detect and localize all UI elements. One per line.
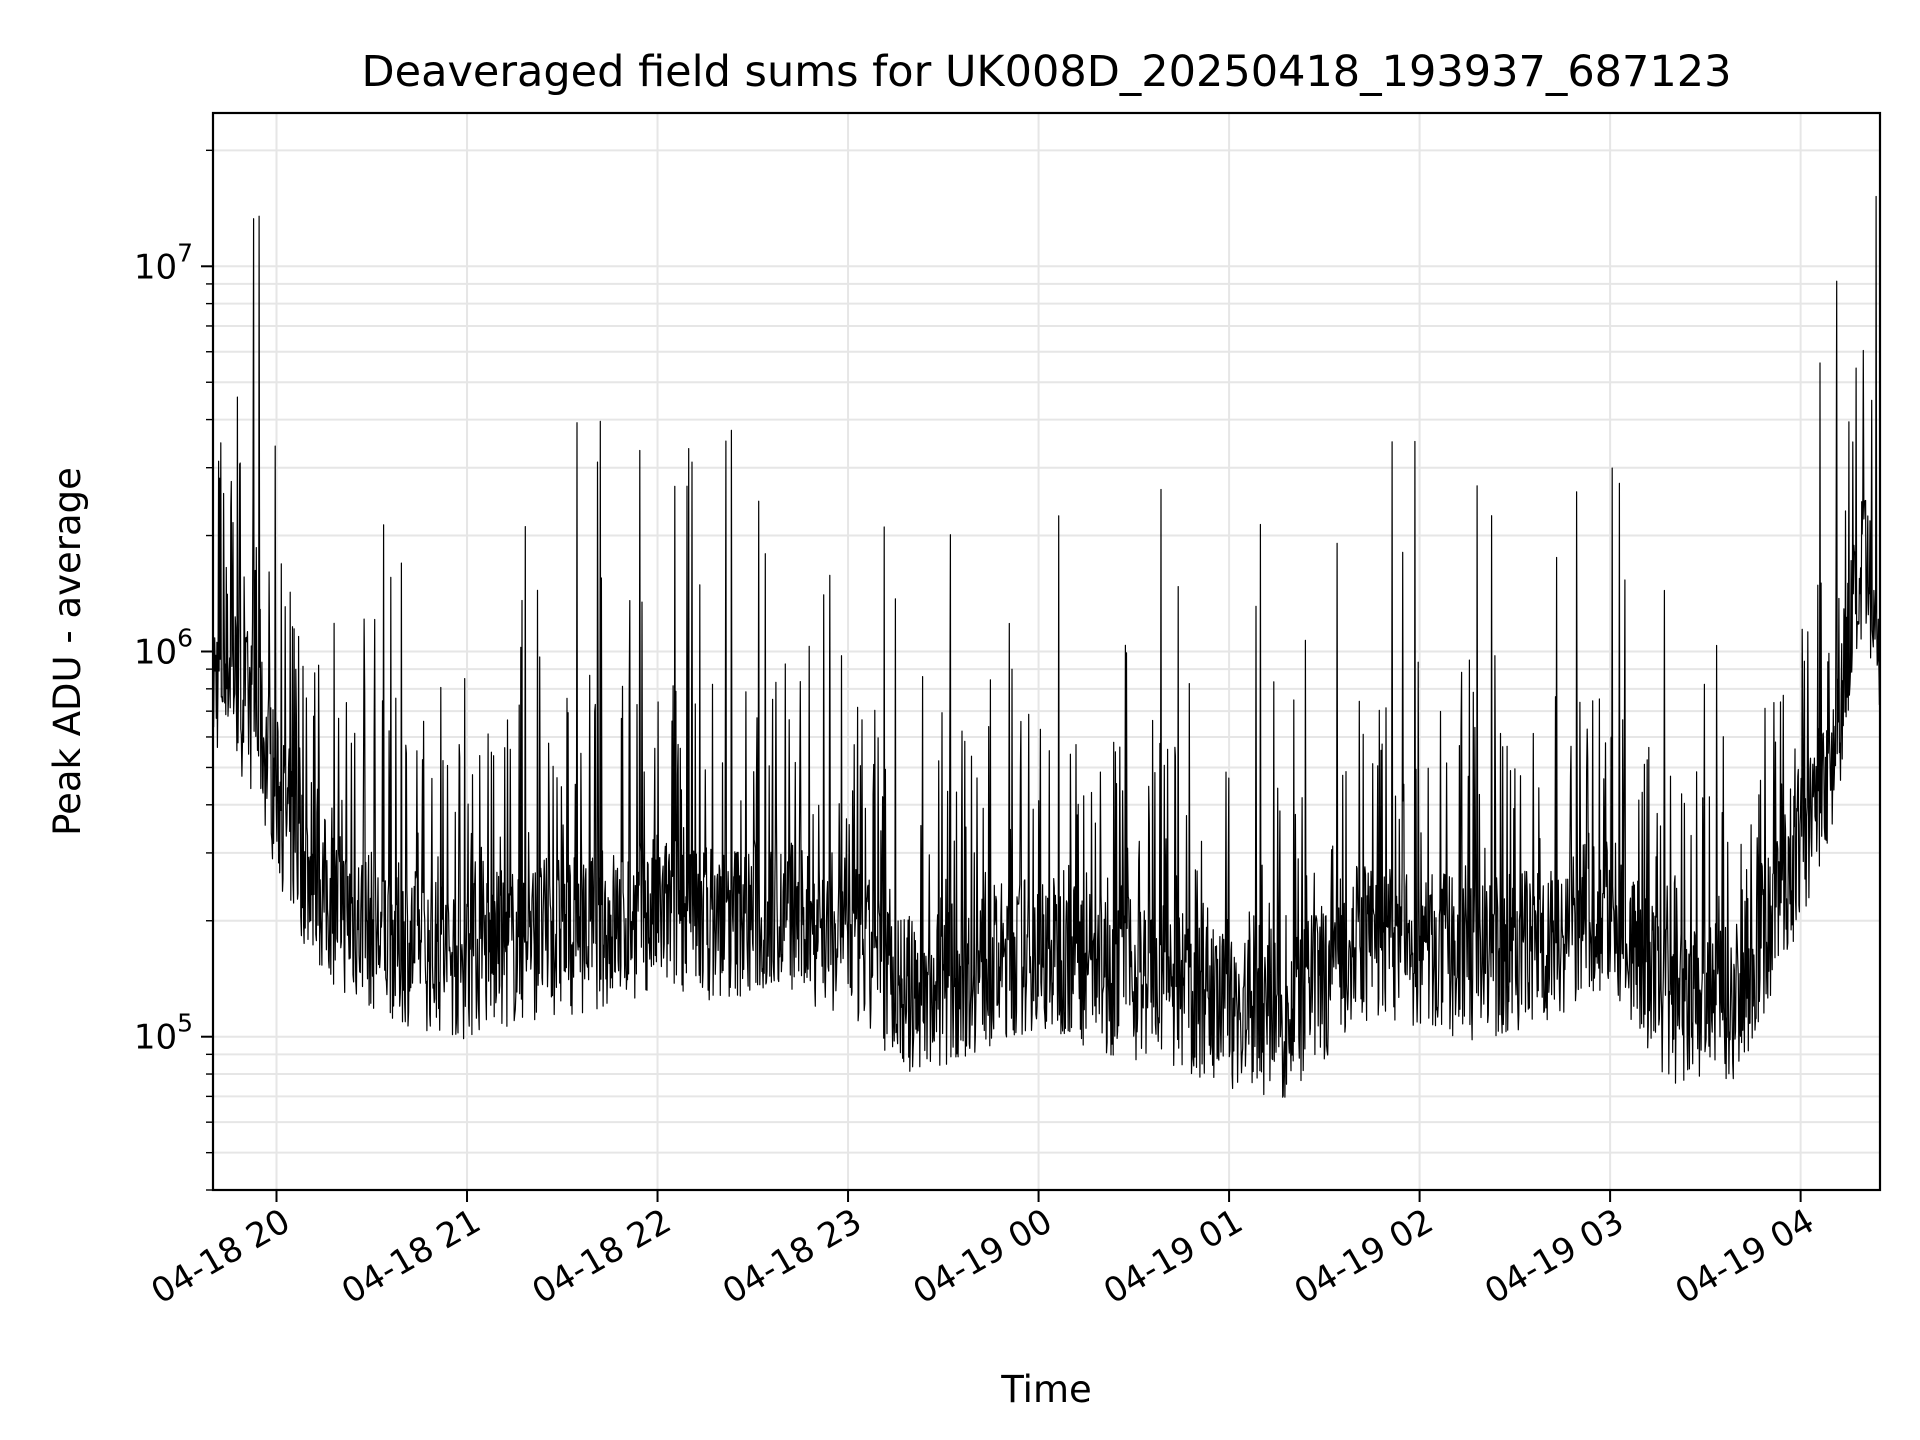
y-tick-label-base: 10 xyxy=(134,633,177,673)
x-axis-label: Time xyxy=(1000,1368,1092,1411)
y-tick-label-exponent: 6 xyxy=(177,624,193,653)
y-tick-label-base: 10 xyxy=(134,247,177,287)
y-tick-label: 107 xyxy=(134,238,193,287)
series-line xyxy=(212,195,1881,1098)
y-axis-label: Peak ADU - average xyxy=(46,467,89,836)
y-tick-label-exponent: 5 xyxy=(177,1009,193,1038)
y-tick-label-exponent: 7 xyxy=(177,238,193,267)
y-tick-label: 105 xyxy=(134,1009,193,1058)
chart-title: Deaveraged field sums for UK008D_2025041… xyxy=(362,47,1732,97)
y-tick-label: 106 xyxy=(134,624,193,673)
series-layer xyxy=(212,195,1881,1098)
y-tick-label-base: 10 xyxy=(134,1018,177,1058)
